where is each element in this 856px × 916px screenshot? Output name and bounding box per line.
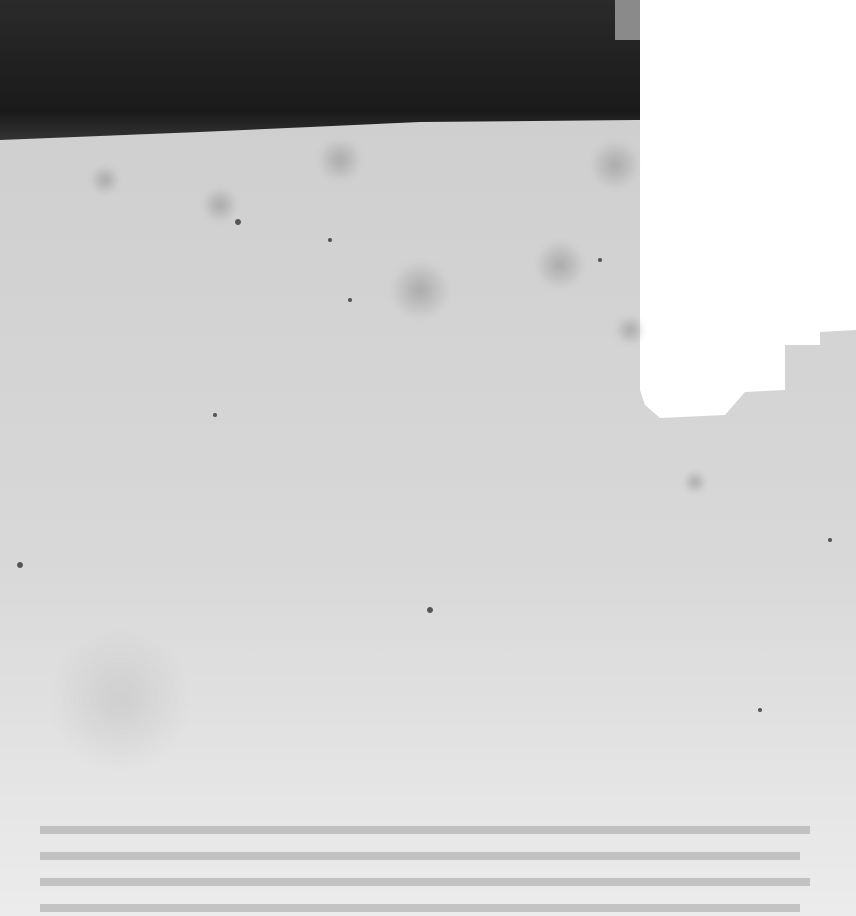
body: (() => { const data = JSON.parse(documen… (0, 0, 856, 916)
band-edge (615, 0, 640, 40)
page: Scan {} html, body { margin: 0; padding:… (0, 0, 856, 916)
scan-image (0, 0, 856, 916)
dark-band (0, 0, 640, 140)
